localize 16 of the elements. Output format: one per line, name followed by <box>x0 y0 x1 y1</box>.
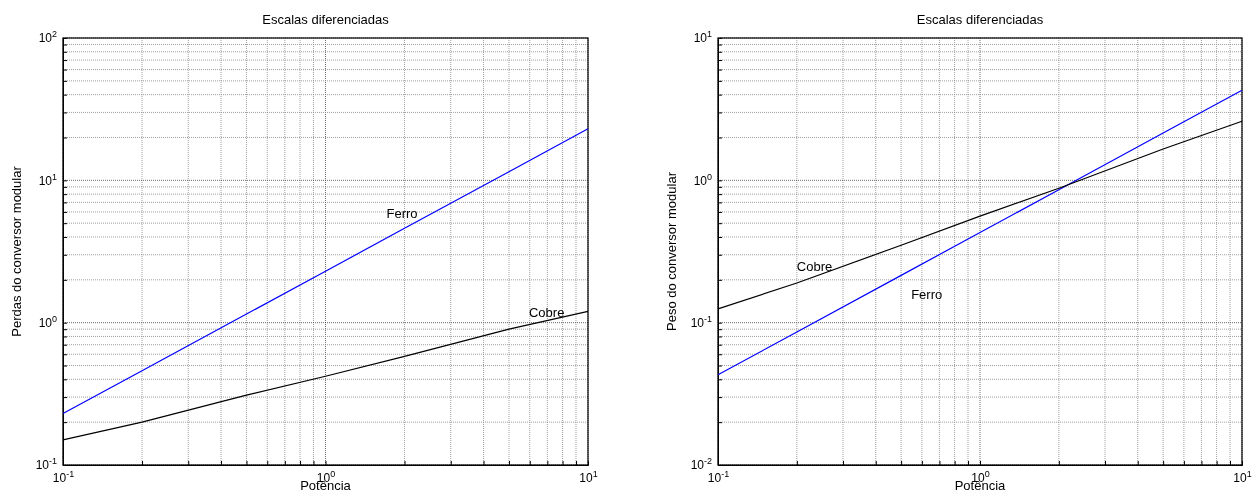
series-label: Ferro <box>386 206 418 222</box>
y-tick-label: 10$^{0}$ <box>38 314 57 331</box>
x-tick-label: 10$^{1}$ <box>579 468 598 485</box>
y-axis-title: Perdas do conversor modular <box>9 165 24 337</box>
y-axis-title: Peso do conversor modular <box>664 171 679 331</box>
y-tick-label: 10$^{0}$ <box>693 171 712 188</box>
series-label: Cobre <box>796 258 833 274</box>
chart-title: Escalas diferenciadas <box>916 12 1044 27</box>
x-tick-label: 10$^{1}$ <box>1233 468 1252 485</box>
series-label: Cobre <box>528 305 565 321</box>
chart-title: Escalas diferenciadas <box>262 12 390 27</box>
y-tick-label: 10$^{-1}$ <box>690 314 712 331</box>
y-tick-label: 10$^{1}$ <box>693 29 712 46</box>
y-tick-label: 10$^{2}$ <box>38 29 57 46</box>
series-label: Ferro <box>911 287 943 303</box>
y-tick-label: 10$^{1}$ <box>38 171 57 188</box>
